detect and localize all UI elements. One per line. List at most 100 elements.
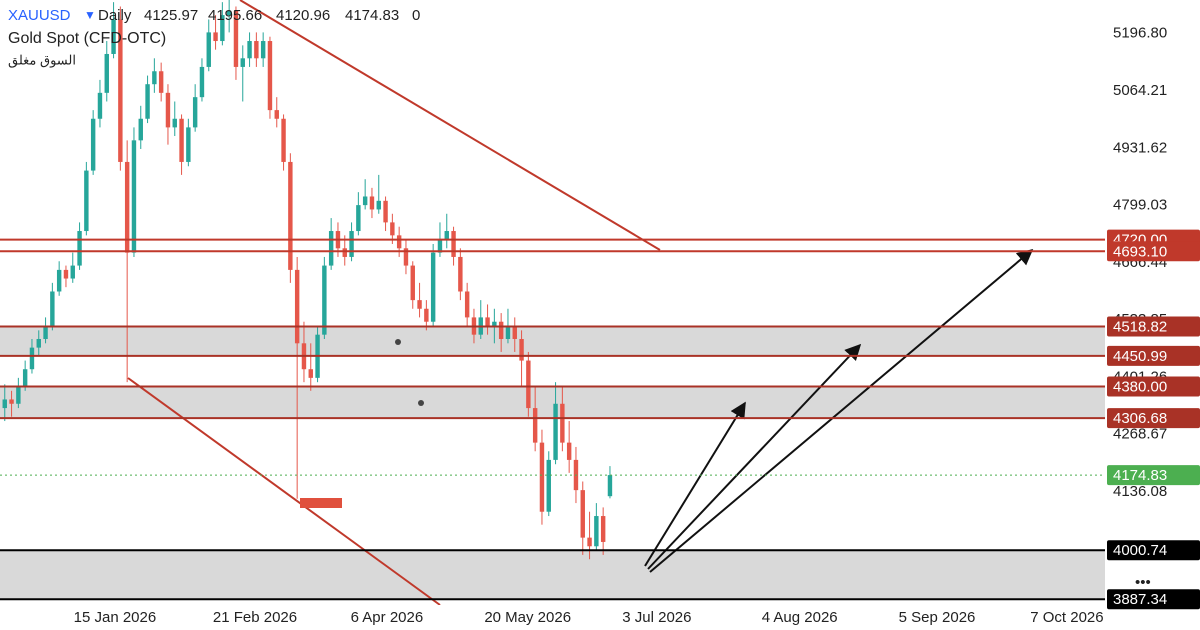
candle-body: [104, 53, 109, 93]
x-tick-label: 6 Apr 2026: [351, 609, 424, 626]
candle-body: [519, 338, 524, 361]
y-tick-label: 4136.08: [1113, 483, 1167, 500]
y-tick-label: 4799.03: [1113, 197, 1167, 214]
candle-body: [186, 127, 191, 162]
price-box: [1107, 408, 1200, 429]
candle-body: [29, 347, 35, 370]
symbol[interactable]: XAUUSD: [8, 7, 71, 24]
candle-body: [260, 41, 266, 59]
time-axis: [0, 605, 1105, 630]
candle-body: [199, 66, 205, 98]
candle-body: [390, 222, 395, 236]
candle-body: [587, 537, 592, 547]
candle-body: [451, 231, 456, 257]
candle-body: [226, 10, 232, 16]
price-box: [1107, 241, 1200, 262]
candle-body: [294, 269, 300, 344]
candle-body: [131, 140, 137, 253]
candle-body: [383, 200, 388, 223]
candle-body: [526, 360, 531, 409]
candle-body: [580, 490, 585, 538]
candle-body: [594, 516, 599, 547]
candle-body: [158, 71, 164, 93]
price-box-label: 4174.83: [1113, 467, 1167, 484]
dropdown-icon[interactable]: ▼: [84, 8, 96, 22]
zone: [0, 550, 1105, 600]
candle-body: [267, 41, 273, 111]
candle-body: [9, 399, 14, 404]
y-tick-label: 4268.67: [1113, 426, 1167, 443]
candle-body: [84, 170, 89, 232]
change-value: 0: [412, 7, 420, 24]
candle-body: [172, 118, 177, 128]
zone: [0, 326, 1105, 356]
candle-body: [50, 291, 55, 327]
candle-body: [356, 205, 361, 232]
candle-body: [417, 300, 422, 309]
candle-body: [376, 200, 381, 210]
low-value: 4120.96: [276, 7, 330, 24]
candle-body: [233, 10, 239, 67]
high-value: 4195.66: [208, 7, 262, 24]
candle-body: [77, 231, 82, 266]
candle-body: [56, 269, 62, 292]
candle-body: [492, 321, 497, 327]
candle-body: [532, 408, 538, 443]
candle-body: [206, 32, 211, 67]
candle-body: [16, 386, 21, 404]
arrow: [644, 401, 746, 567]
candle-body: [192, 97, 198, 128]
candle-body: [165, 92, 171, 128]
candle-body: [288, 161, 293, 270]
candle-body: [458, 256, 463, 292]
candle-body: [328, 231, 334, 266]
candle-body: [464, 291, 470, 318]
dot: [395, 339, 401, 345]
y-tick-label: 4931.62: [1113, 139, 1167, 156]
candle-body: [369, 196, 375, 210]
zone: [0, 386, 1105, 419]
x-tick-label: 5 Sep 2026: [899, 609, 976, 626]
candle-body: [247, 41, 252, 59]
price-box: [1107, 316, 1200, 337]
candle-body: [281, 118, 286, 162]
candle-body: [90, 118, 96, 171]
menu-dots[interactable]: •••: [1135, 574, 1151, 591]
candle-body: [213, 32, 218, 42]
y-tick-label: 5196.80: [1113, 25, 1167, 42]
subtitle: Gold Spot (CFD-OTC): [8, 30, 166, 47]
candle-body: [539, 442, 545, 512]
candle-body: [342, 248, 347, 257]
price-box: [1107, 345, 1200, 366]
candle-body: [2, 399, 7, 409]
candle-body: [505, 326, 511, 339]
open-value: 4125.97: [144, 7, 198, 24]
drawings: [127, 0, 1034, 606]
candle-body: [607, 475, 613, 497]
candle-body: [403, 248, 409, 266]
price-box-label: 4306.68: [1113, 410, 1167, 427]
candle-body: [70, 265, 75, 279]
candle-body: [430, 252, 436, 322]
price-box-label: 3887.34: [1113, 591, 1167, 608]
candle-body: [308, 369, 313, 378]
candle-body: [512, 326, 517, 339]
price-axis: [1105, 0, 1200, 630]
price-box-label: 4380.00: [1113, 378, 1167, 395]
candle-body: [362, 196, 368, 206]
x-tick-label: 3 Jul 2026: [622, 609, 691, 626]
price-box-label: 4000.74: [1113, 542, 1167, 559]
candle-body: [546, 459, 551, 512]
candle-body: [553, 403, 558, 460]
legend: XAUUSD ▼ Daily 4125.97 4195.66 4120.96 4…: [8, 7, 420, 68]
candle-body: [600, 516, 606, 542]
trend-line: [127, 377, 441, 606]
arrow: [647, 343, 862, 570]
trend-line: [239, 0, 661, 251]
candle-body: [36, 338, 41, 348]
candle-body: [240, 58, 245, 67]
candle-body: [152, 71, 157, 85]
candle-body: [424, 308, 429, 322]
